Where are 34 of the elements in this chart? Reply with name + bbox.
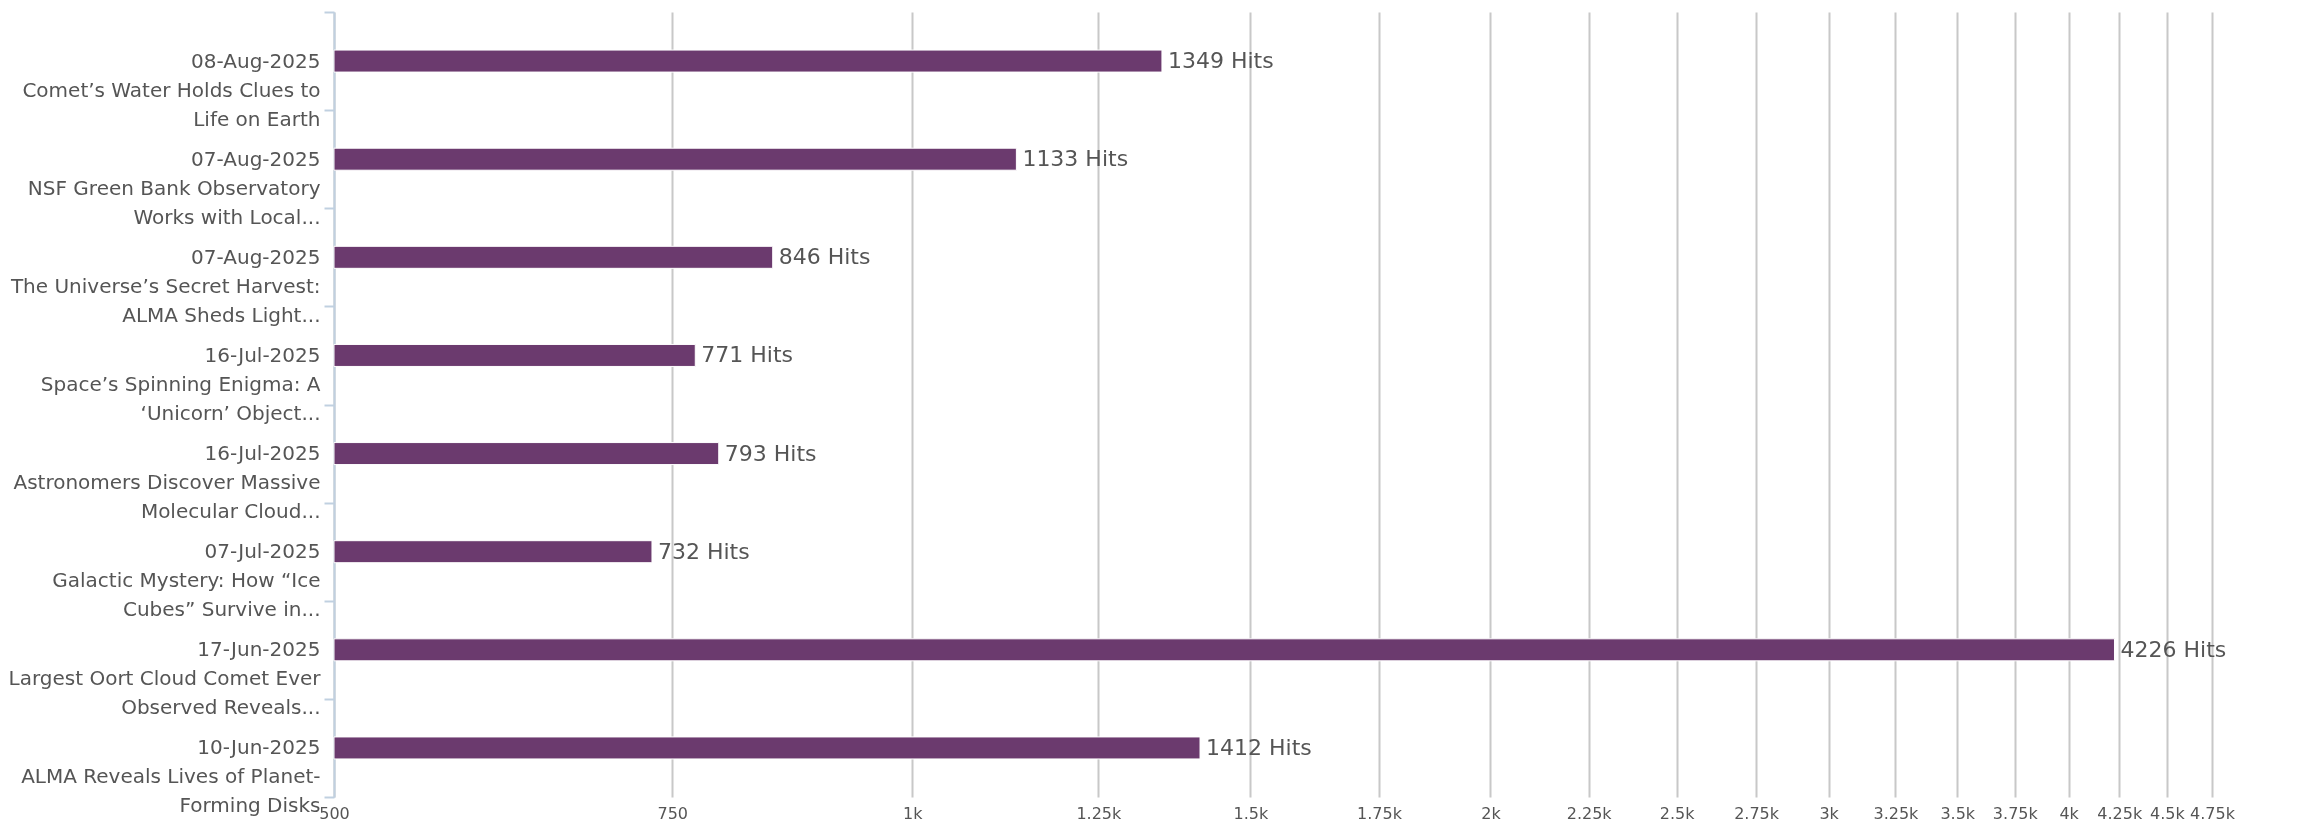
x-tick-label: 4.25k	[2097, 803, 2143, 823]
data-label: 771 Hits	[701, 342, 793, 368]
x-tick-label: 2k	[1481, 803, 1502, 823]
data-label: 1349 Hits	[1167, 48, 1274, 74]
x-tick-label: 2.25k	[1566, 803, 1613, 823]
x-tick-label: 4.5k	[2150, 803, 2186, 823]
x-tick-label: 2.75k	[1734, 803, 1780, 823]
y-tick-label: 07-Jul-2025 Galactic Mystery: How “Ice Cubes” Survive in...	[52, 539, 321, 622]
data-label: 1412 Hits	[1206, 734, 1312, 760]
x-tick-label: 500	[319, 803, 350, 823]
x-tick-label: 3.5k	[1940, 803, 1976, 823]
x-tick-label: 1.25k	[1076, 803, 1123, 823]
y-tick-label: 07-Aug-2025 The Universe’s Secret Harvest: ALMA Sheds Light...	[9, 244, 321, 327]
x-tick-label: 3k	[1819, 803, 1840, 823]
y-tick-label: 07-Aug-2025 NSF Green Bank Observatory Works with Local...	[27, 146, 321, 229]
y-tick-label: 08-Aug-2025 Comet’s Water Holds Clues to Life on Earth	[22, 48, 321, 131]
y-tick-label: 16-Jul-2025 Astronomers Discover Massive Molecular Cloud...	[13, 441, 321, 524]
y-tick-label: 16-Jul-2025 Space’s Spinning Enigma: A ‘Unicorn’ Object...	[40, 342, 321, 425]
data-label: 1133 Hits	[1022, 146, 1129, 172]
x-tick-label: 3.25k	[1873, 803, 1920, 823]
data-label: 846 Hits	[778, 244, 871, 270]
data-label: 793 Hits	[724, 440, 817, 466]
x-tick-label: 4.75k	[2190, 803, 2236, 823]
y-tick-label: 10-Jun-2025 ALMA Reveals Lives of Planet- Forming Disks	[21, 735, 321, 818]
x-tick-label: 2.5k	[1659, 803, 1696, 823]
y-tick-label: 17-Jun-2025 Largest Oort Cloud Comet Ever Observed Reveals...	[8, 637, 322, 720]
x-tick-label: 750	[657, 803, 689, 823]
x-tick-label: 1.75k	[1357, 803, 1403, 823]
x-tick-label: 3.75k	[1992, 803, 2039, 823]
x-tick-label: 4k	[2059, 803, 2080, 823]
x-tick-label: 1.5k	[1233, 803, 1270, 823]
data-label: 4226 Hits	[2120, 636, 2227, 662]
data-label: 732 Hits	[657, 538, 750, 564]
x-tick-label: 1k	[902, 803, 924, 823]
